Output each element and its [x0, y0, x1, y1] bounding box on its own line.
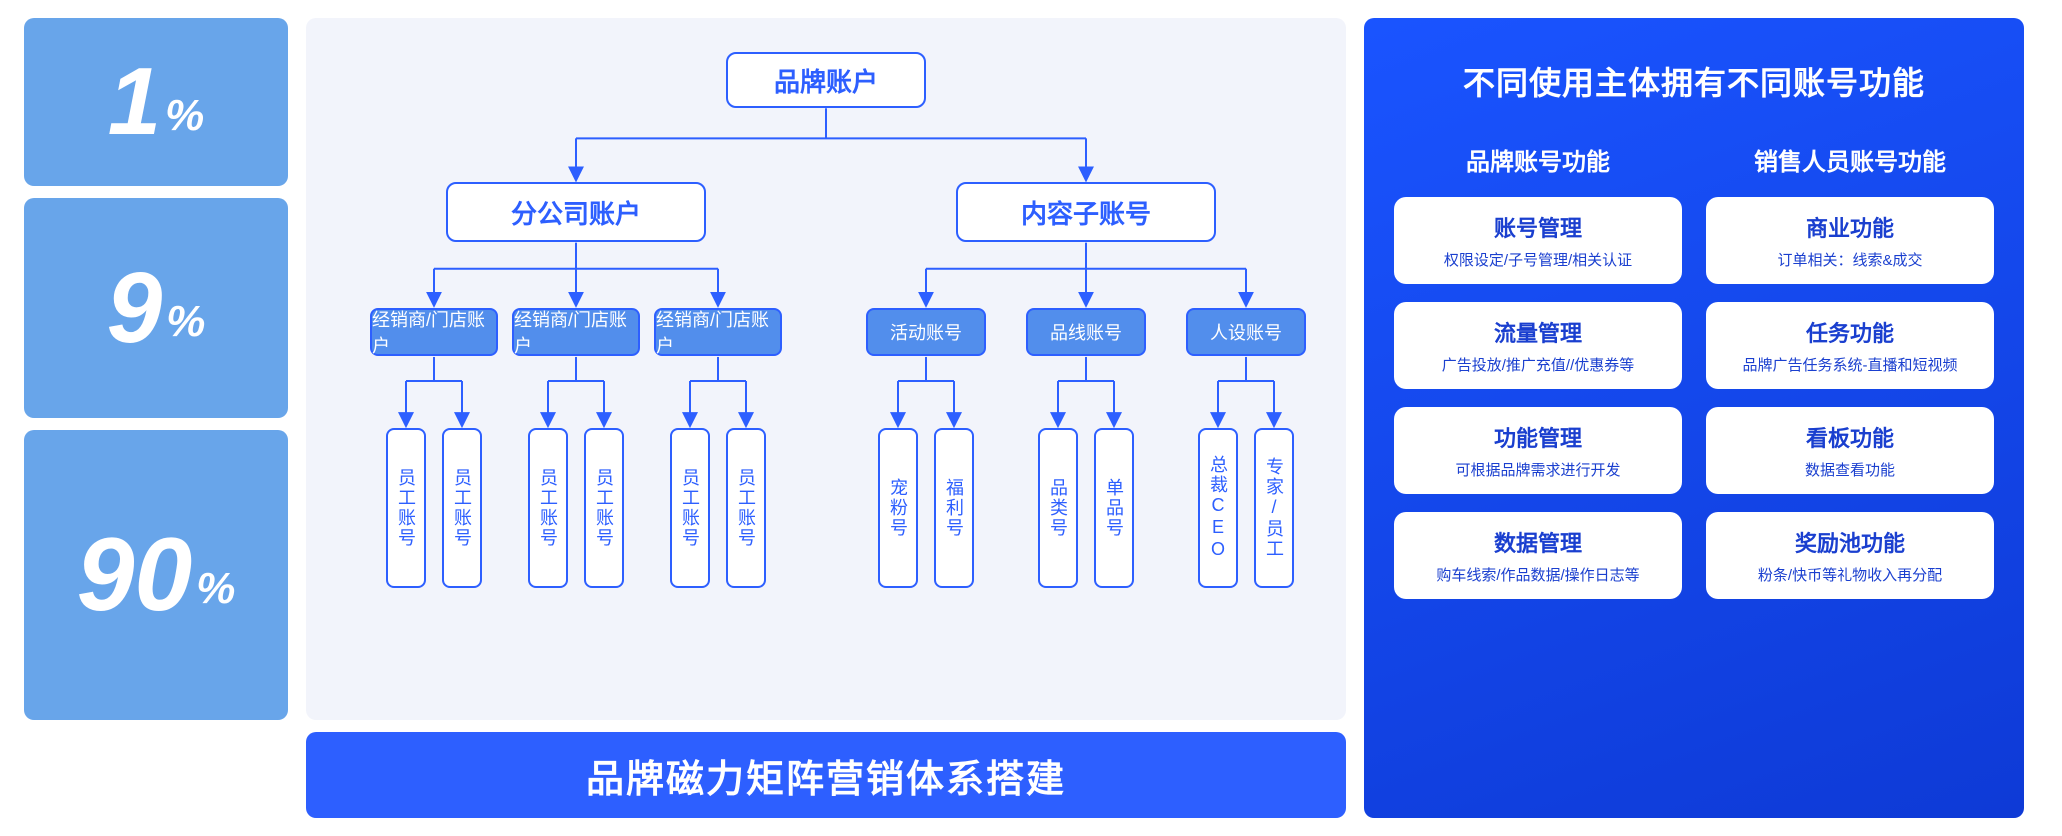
percentage-unit: % — [165, 91, 204, 141]
card-subtitle: 订单相关：线索&成交 — [1716, 249, 1984, 270]
leaf-ceo: 总裁CEO — [1198, 428, 1238, 588]
card-title: 看板功能 — [1716, 421, 1984, 453]
right-col-brand: 品牌账号功能 账号管理 权限设定/子号管理/相关认证 流量管理 广告投放/推广充… — [1394, 142, 1682, 788]
node-l3-persona: 人设账号 — [1186, 308, 1306, 356]
leaf-expert: 专家/员工 — [1254, 428, 1294, 588]
feature-card: 账号管理 权限设定/子号管理/相关认证 — [1394, 197, 1682, 284]
node-l2-content: 内容子账号 — [956, 182, 1216, 242]
card-title: 奖励池功能 — [1716, 526, 1984, 558]
connectors-svg — [306, 18, 1346, 720]
right-panel: 不同使用主体拥有不同账号功能 品牌账号功能 账号管理 权限设定/子号管理/相关认… — [1364, 18, 2024, 818]
node-l3-dealer: 经销商/门店账户 — [512, 308, 640, 356]
leaf-fan: 宠粉号 — [878, 428, 918, 588]
card-subtitle: 广告投放/推广充值//优惠券等 — [1404, 354, 1672, 375]
card-subtitle: 数据查看功能 — [1716, 459, 1984, 480]
card-subtitle: 可根据品牌需求进行开发 — [1404, 459, 1672, 480]
leaf-employee: 员工账号 — [442, 428, 482, 588]
node-l3-dealer: 经销商/门店账户 — [654, 308, 782, 356]
percentage-value: 1 — [108, 47, 161, 157]
node-root: 品牌账户 — [726, 52, 926, 108]
percentage-box-1: 1 % — [24, 18, 288, 186]
node-l2-branch: 分公司账户 — [446, 182, 706, 242]
node-l3-dealer: 经销商/门店账户 — [370, 308, 498, 356]
footer-title-text: 品牌磁力矩阵营销体系搭建 — [586, 748, 1066, 803]
leaf-welfare: 福利号 — [934, 428, 974, 588]
card-title: 数据管理 — [1404, 526, 1672, 558]
right-panel-columns: 品牌账号功能 账号管理 权限设定/子号管理/相关认证 流量管理 广告投放/推广充… — [1394, 142, 1994, 788]
percentage-value: 9 — [107, 251, 163, 366]
leaf-employee: 员工账号 — [528, 428, 568, 588]
feature-card: 功能管理 可根据品牌需求进行开发 — [1394, 407, 1682, 494]
leaf-employee: 员工账号 — [386, 428, 426, 588]
percentage-unit: % — [166, 297, 205, 347]
card-subtitle: 权限设定/子号管理/相关认证 — [1404, 249, 1672, 270]
percentage-value: 90 — [77, 516, 193, 635]
card-subtitle: 粉条/快币等礼物收入再分配 — [1716, 564, 1984, 585]
leaf-category: 品类号 — [1038, 428, 1078, 588]
percentage-box-3: 90 % — [24, 430, 288, 720]
right-col-header: 销售人员账号功能 — [1706, 142, 1994, 177]
card-title: 账号管理 — [1404, 211, 1672, 243]
card-title: 商业功能 — [1716, 211, 1984, 243]
feature-card: 奖励池功能 粉条/快币等礼物收入再分配 — [1706, 512, 1994, 599]
card-subtitle: 品牌广告任务系统-直播和短视频 — [1716, 354, 1984, 375]
card-title: 流量管理 — [1404, 316, 1672, 348]
feature-card: 数据管理 购车线索/作品数据/操作日志等 — [1394, 512, 1682, 599]
footer-title-bar: 品牌磁力矩阵营销体系搭建 — [306, 732, 1346, 818]
percentage-unit: % — [196, 564, 235, 614]
feature-card: 流量管理 广告投放/推广充值//优惠券等 — [1394, 302, 1682, 389]
card-subtitle: 购车线索/作品数据/操作日志等 — [1404, 564, 1672, 585]
leaf-employee: 员工账号 — [726, 428, 766, 588]
node-l3-activity: 活动账号 — [866, 308, 986, 356]
percentage-column: 1 % 9 % 90 % — [24, 18, 288, 818]
card-title: 功能管理 — [1404, 421, 1672, 453]
percentage-box-2: 9 % — [24, 198, 288, 418]
right-col-header: 品牌账号功能 — [1394, 142, 1682, 177]
leaf-single: 单品号 — [1094, 428, 1134, 588]
feature-card: 任务功能 品牌广告任务系统-直播和短视频 — [1706, 302, 1994, 389]
leaf-employee: 员工账号 — [670, 428, 710, 588]
leaf-employee: 员工账号 — [584, 428, 624, 588]
feature-card: 看板功能 数据查看功能 — [1706, 407, 1994, 494]
card-title: 任务功能 — [1716, 316, 1984, 348]
node-l3-productline: 品线账号 — [1026, 308, 1146, 356]
center-column: 品牌账户 分公司账户 内容子账号 经销商/门店账户 经销商/门店账户 经销商/门… — [306, 18, 1346, 818]
right-panel-title: 不同使用主体拥有不同账号功能 — [1394, 58, 1994, 104]
feature-card: 商业功能 订单相关：线索&成交 — [1706, 197, 1994, 284]
hierarchy-panel: 品牌账户 分公司账户 内容子账号 经销商/门店账户 经销商/门店账户 经销商/门… — [306, 18, 1346, 720]
right-col-sales: 销售人员账号功能 商业功能 订单相关：线索&成交 任务功能 品牌广告任务系统-直… — [1706, 142, 1994, 788]
